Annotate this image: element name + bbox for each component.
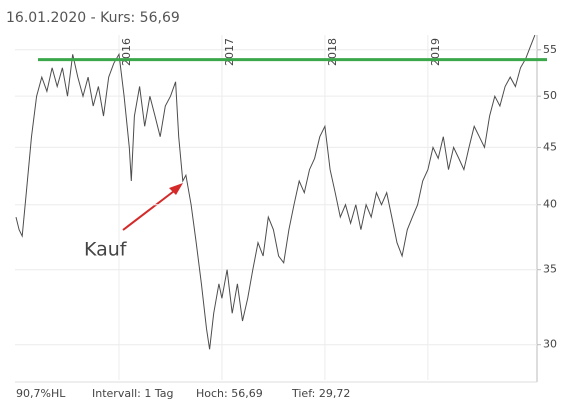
y-tick-label: 55 (543, 43, 557, 56)
y-tick-label: 40 (543, 198, 557, 211)
y-tick-label: 35 (543, 263, 557, 276)
annotation-arrowhead (169, 183, 183, 195)
chart-title: 16.01.2020 - Kurs: 56,69 (6, 10, 180, 26)
x-tick-label: 2016 (120, 38, 133, 66)
y-tick-label: 30 (543, 338, 557, 351)
footer-text: Intervall: 1 Tag (92, 387, 174, 400)
footer-text: Tief: 29,72 (291, 387, 350, 400)
y-tick-label: 50 (543, 89, 557, 102)
footer-text: Hoch: 56,69 (196, 387, 263, 400)
x-tick-label: 2019 (429, 38, 442, 66)
annotation: Kauf (84, 239, 128, 261)
x-tick-label: 2018 (326, 38, 339, 66)
y-tick-label: 45 (543, 140, 557, 153)
annotation-arrow (122, 187, 179, 231)
x-tick-label: 2017 (223, 38, 236, 66)
price-line (15, 34, 536, 350)
footer-text: 90,7%HL (16, 387, 66, 400)
